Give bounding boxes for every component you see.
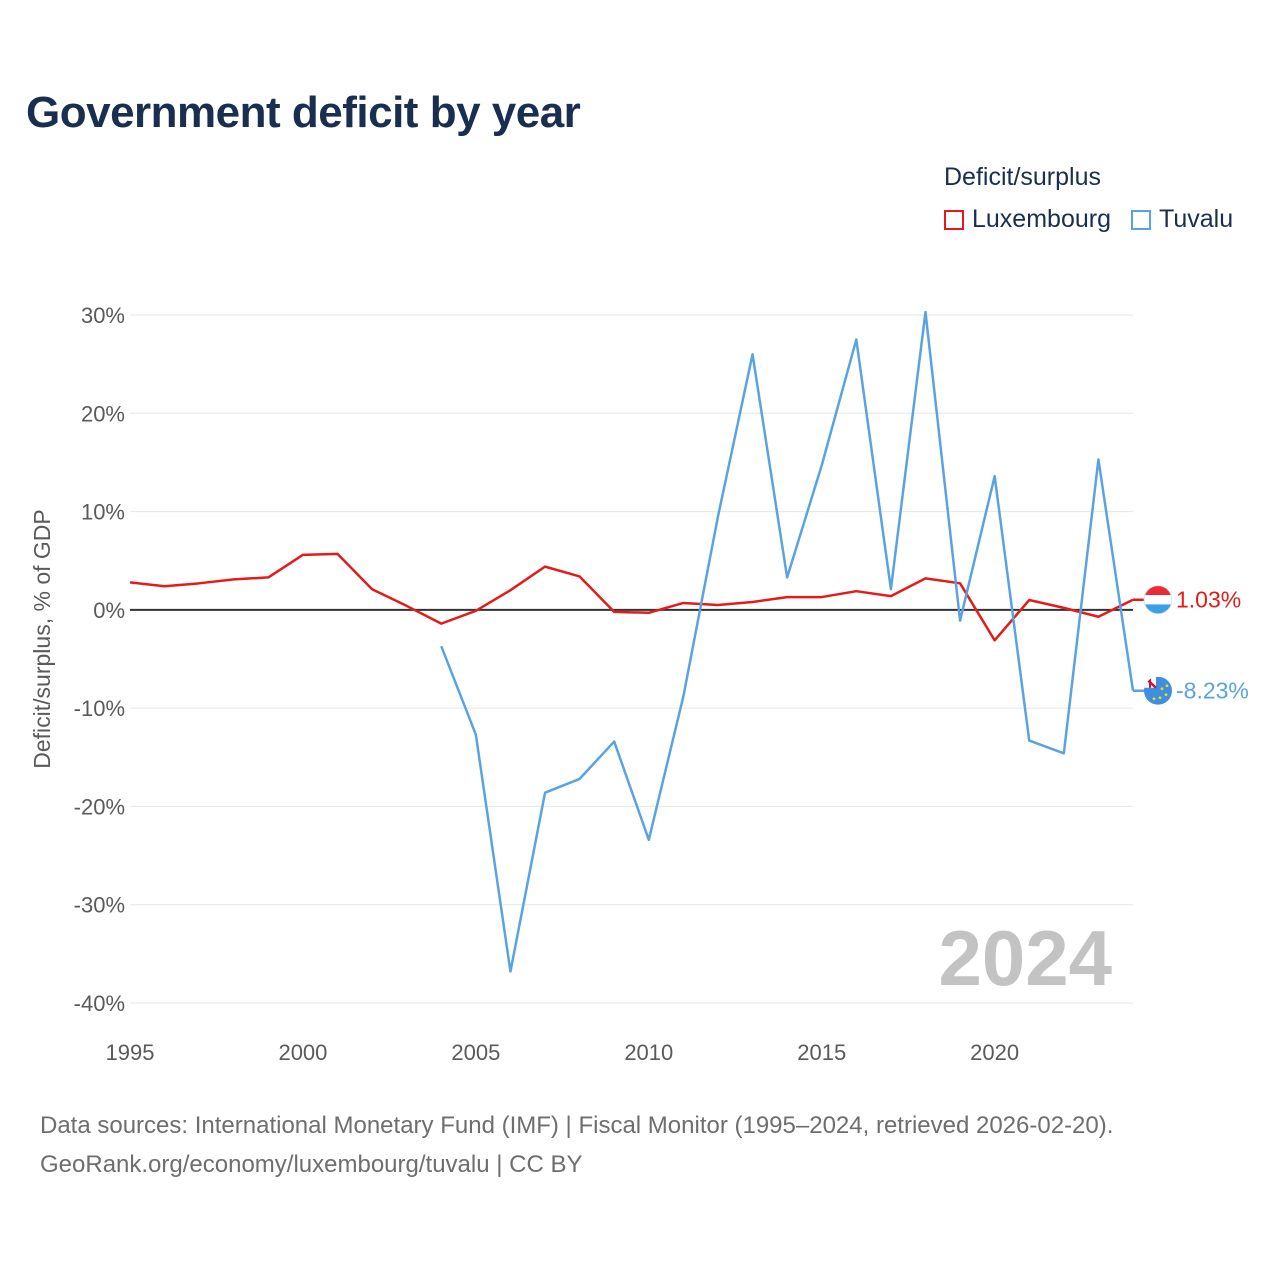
y-tick-label: -30% <box>74 893 125 918</box>
line-chart: 30% 20% 10% 0% -10% -20% -30% -40% 1995 2000 2005… <box>29 303 1249 1065</box>
y-tick-label: 0% <box>93 598 125 623</box>
y-tick-label: -40% <box>74 991 125 1016</box>
series-lines <box>129 310 1135 973</box>
legend-label-luxembourg: Luxembourg <box>972 205 1111 233</box>
end-value-label-luxembourg: 1.03% <box>1176 587 1241 613</box>
y-tick-label: -10% <box>74 696 125 721</box>
x-axis-ticks: 1995 2000 2005 2010 2015 2020 <box>106 1040 1020 1065</box>
y-tick-label: 20% <box>81 401 125 426</box>
series-line-luxembourg <box>129 552 1134 642</box>
x-tick-label: 1995 <box>106 1040 155 1065</box>
legend: Luxembourg Tuvalu <box>944 205 1253 234</box>
x-tick-label: 2020 <box>970 1040 1019 1065</box>
legend-label-tuvalu: Tuvalu <box>1158 205 1234 233</box>
end-value-label-tuvalu: -8.23% <box>1176 678 1249 704</box>
flag-luxembourg-icon <box>1143 585 1173 615</box>
x-tick-label: 2015 <box>797 1040 846 1065</box>
y-axis-label: Deficit/surplus, % of GDP <box>29 509 55 768</box>
legend-item-tuvalu[interactable]: Tuvalu <box>1130 205 1234 234</box>
y-axis-ticks: 30% 20% 10% 0% -10% -20% -30% -40% <box>74 303 125 1016</box>
gridlines <box>130 314 1133 1004</box>
y-tick-label: -20% <box>74 794 125 819</box>
data-source-text: Data sources: International Monetary Fun… <box>40 1112 1114 1139</box>
y-tick-label: 30% <box>81 303 125 328</box>
attribution-link[interactable]: GeoRank.org/economy/luxembourg/tuvalu | … <box>40 1151 583 1178</box>
chart-title: Government deficit by year <box>26 88 581 137</box>
flag-tuvalu-icon <box>1144 676 1172 705</box>
x-tick-label: 2000 <box>278 1040 327 1065</box>
end-markers: 1.03% -8.23% <box>1133 585 1249 705</box>
legend-title: Deficit/surplus <box>944 163 1101 191</box>
footer: Data sources: International Monetary Fun… <box>40 1106 1113 1184</box>
x-tick-label: 2010 <box>624 1040 673 1065</box>
legend-swatch-tuvalu <box>1130 209 1151 230</box>
current-year-watermark: 2024 <box>938 914 1112 1002</box>
legend-item-luxembourg[interactable]: Luxembourg <box>944 205 1111 234</box>
x-tick-label: 2005 <box>451 1040 500 1065</box>
legend-swatch-luxembourg <box>944 209 964 230</box>
series-line-tuvalu <box>440 310 1135 973</box>
y-tick-label: 10% <box>81 500 125 525</box>
